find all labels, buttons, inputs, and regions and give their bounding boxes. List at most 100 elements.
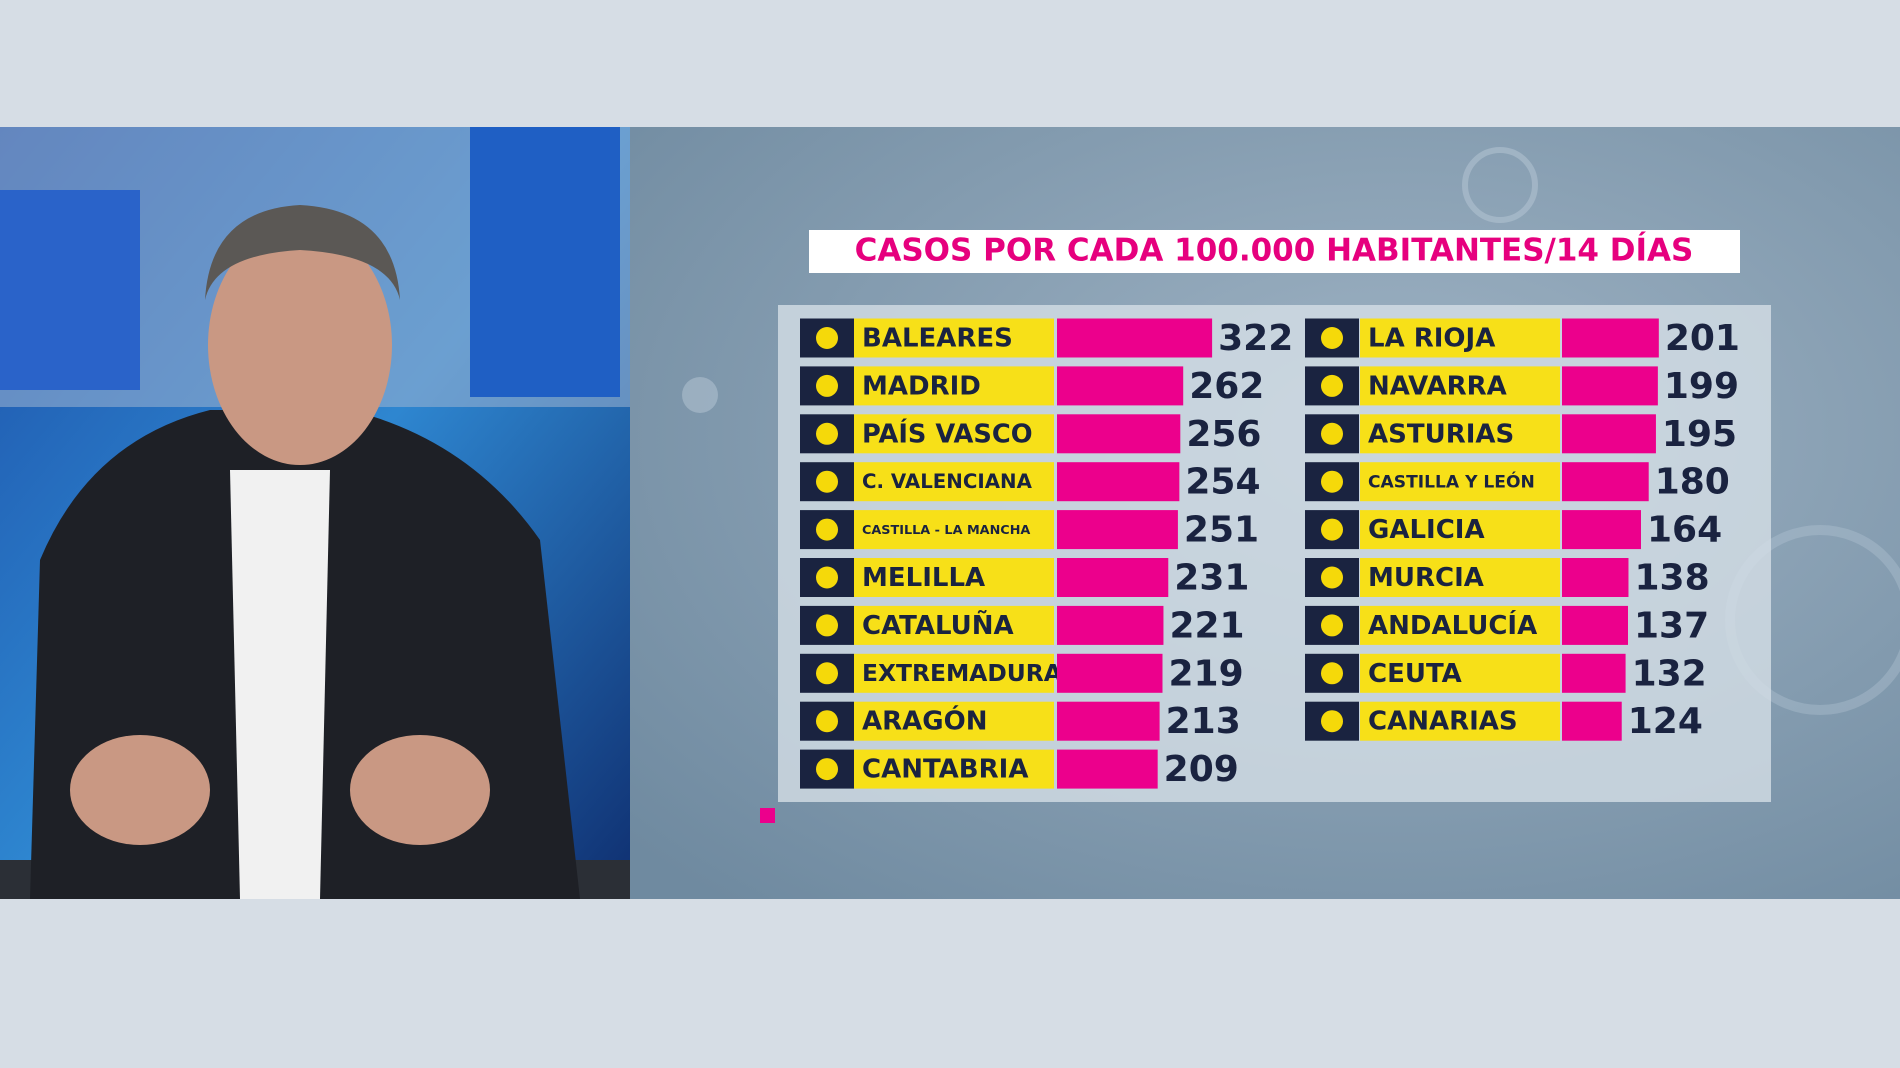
value-label: 231 <box>1174 558 1249 599</box>
label-box <box>1360 605 1560 645</box>
category-label: GALICIA <box>1368 515 1485 545</box>
bar <box>1562 701 1622 741</box>
category-label: CANTABRIA <box>862 755 1028 785</box>
bar <box>1057 414 1181 454</box>
label-box <box>1360 462 1560 502</box>
region-map <box>816 374 838 397</box>
bar <box>1057 318 1213 358</box>
value-label: 199 <box>1664 366 1739 407</box>
label-box <box>854 653 1054 693</box>
bar <box>1562 510 1641 550</box>
category-label: ARAGÓN <box>862 705 987 737</box>
person-hand <box>70 735 210 845</box>
value-label: 124 <box>1628 701 1703 742</box>
category-label: LA RIOJA <box>1368 324 1495 354</box>
category-label: CASTILLA - LA MANCHA <box>862 523 1030 538</box>
value-label: 262 <box>1189 366 1264 407</box>
person-shirt <box>230 470 330 899</box>
category-label: MELILLA <box>862 563 985 593</box>
region-map <box>816 614 838 637</box>
value-label: 195 <box>1662 414 1737 455</box>
label-box <box>854 318 1054 358</box>
bar <box>1562 462 1649 502</box>
label-box <box>854 510 1054 550</box>
title-box <box>809 230 1740 273</box>
label-box <box>1360 653 1560 693</box>
label-box <box>854 414 1054 454</box>
studio-screen <box>470 127 620 397</box>
region-map <box>816 470 838 493</box>
category-label: ANDALUCÍA <box>1368 609 1537 641</box>
value-label: 251 <box>1184 510 1259 551</box>
category-label: CASTILLA Y LEÓN <box>1368 471 1535 493</box>
category-label: C. VALENCIANA <box>862 470 1033 493</box>
value-label: 138 <box>1634 558 1709 599</box>
value-label: 164 <box>1647 510 1722 551</box>
bar <box>1057 701 1160 741</box>
studio-screen <box>0 190 140 390</box>
category-label: MURCIA <box>1368 563 1484 593</box>
bar <box>1057 653 1163 693</box>
region-map <box>1321 327 1343 349</box>
region-map <box>1321 710 1343 733</box>
region-map <box>816 710 838 733</box>
category-label: MADRID <box>862 371 981 401</box>
person-hand <box>350 735 490 845</box>
label-box <box>1360 510 1560 550</box>
region-map <box>816 518 838 541</box>
bar <box>1562 366 1658 406</box>
bar <box>1562 414 1656 454</box>
region-map <box>816 758 838 781</box>
region-map <box>1321 518 1343 541</box>
region-map <box>816 566 838 589</box>
region-map <box>816 327 838 349</box>
bar <box>1562 558 1629 597</box>
category-label: CEUTA <box>1368 659 1462 689</box>
label-box <box>1360 414 1560 454</box>
region-map <box>1321 566 1343 589</box>
region-map <box>1321 662 1343 685</box>
person-hair <box>205 205 400 300</box>
category-label: EXTREMADURA <box>862 659 1062 687</box>
bar <box>1057 605 1164 645</box>
value-label: 201 <box>1665 318 1740 359</box>
label-box <box>854 701 1054 741</box>
value-label: 219 <box>1168 653 1243 694</box>
region-map <box>1321 614 1343 637</box>
label-box <box>1360 701 1560 741</box>
value-label: 132 <box>1632 653 1707 694</box>
value-label: 254 <box>1185 462 1260 503</box>
bar <box>1057 510 1178 550</box>
label-box <box>1360 558 1560 597</box>
category-label: CANARIAS <box>1368 707 1518 737</box>
value-label: 209 <box>1164 749 1239 790</box>
bar <box>1562 653 1626 693</box>
region-map <box>1321 470 1343 493</box>
label-box <box>1360 318 1560 358</box>
virus-decor <box>682 377 718 413</box>
category-label: ASTURIAS <box>1368 419 1514 449</box>
region-map <box>816 662 838 685</box>
bar <box>1057 558 1169 597</box>
accent-square <box>760 808 775 823</box>
chart-title: CASOS POR CADA 100.000 HABITANTES/14 DÍA… <box>855 233 1694 269</box>
region-map <box>816 422 838 445</box>
bar <box>1057 749 1158 789</box>
category-label: CATALUÑA <box>862 609 1014 641</box>
value-label: 137 <box>1634 605 1709 646</box>
label-box <box>854 749 1054 789</box>
label-box <box>854 462 1054 502</box>
label-box <box>854 605 1054 645</box>
virus-decor <box>1462 147 1538 223</box>
value-label: 256 <box>1186 414 1261 455</box>
region-map <box>1321 374 1343 397</box>
bar <box>1562 605 1628 645</box>
bar <box>1057 462 1180 502</box>
value-label: 180 <box>1655 462 1730 503</box>
region-map <box>1321 422 1343 445</box>
category-label: PAÍS VASCO <box>862 417 1033 449</box>
value-label: 213 <box>1166 701 1241 742</box>
person-face <box>208 225 392 465</box>
value-label: 322 <box>1218 318 1293 359</box>
